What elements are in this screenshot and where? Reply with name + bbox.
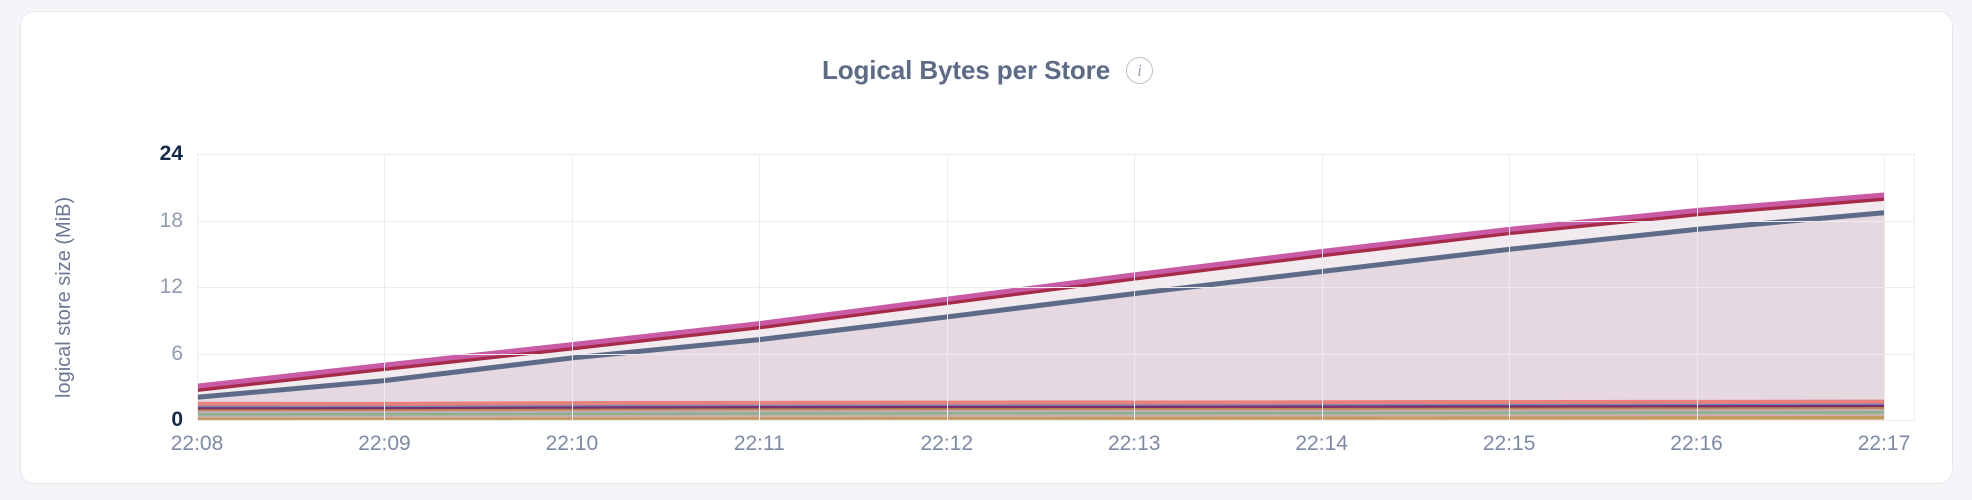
info-circle-icon[interactable]: i — [1126, 57, 1154, 84]
series-line — [197, 399, 1885, 406]
gridline-vertical — [1884, 154, 1885, 420]
gridline-horizontal — [197, 287, 1915, 288]
chart-header: Logical Bytes per Store i — [21, 55, 1954, 86]
x-axis-tick-label: 22:09 — [358, 432, 411, 455]
area-band — [197, 212, 1884, 404]
x-axis-tick-label: 22:10 — [545, 432, 599, 455]
series-line — [197, 403, 1885, 410]
stacked-area-series — [197, 192, 1885, 420]
gridline-vertical — [1321, 154, 1323, 420]
area-band — [197, 198, 1884, 398]
chart-card: Logical Bytes per Store i logical store … — [20, 11, 1953, 484]
series-line — [197, 415, 1885, 420]
series-line — [197, 407, 1885, 414]
gridline-vertical — [1696, 154, 1698, 420]
page-title: Logical Bytes per Store — [821, 55, 1111, 85]
x-axis-tick-label: 22:16 — [1670, 432, 1723, 455]
y-axis-tick-label: 24 — [159, 142, 183, 165]
y-axis-tick-label: 12 — [159, 275, 183, 298]
gridline-vertical — [1914, 154, 1915, 420]
series-line — [197, 409, 1885, 416]
x-axis-tick-label: 22:11 — [733, 432, 785, 455]
y-axis-tick-label: 18 — [159, 208, 183, 232]
x-axis-tick-label: 22:08 — [170, 432, 224, 455]
gridline-vertical — [197, 154, 198, 420]
x-axis-tick-label: 22:12 — [920, 432, 974, 455]
gridline-horizontal — [197, 154, 1915, 155]
gridline-vertical — [759, 154, 761, 420]
gridline-vertical — [571, 154, 573, 420]
gridline-vertical — [946, 154, 948, 420]
y-axis-ticks: 0 6 12 18 24 — [61, 142, 183, 431]
x-axis-tick-label: 22:17 — [1857, 432, 1911, 455]
gridline-horizontal — [197, 220, 1915, 222]
series-line — [197, 195, 1885, 393]
gridline-vertical — [1509, 154, 1511, 420]
plot-area — [197, 154, 1915, 421]
x-axis-tick-label: 22:14 — [1295, 432, 1348, 455]
x-axis-tick-label: 22:13 — [1107, 432, 1161, 455]
y-axis-tick-label: 6 — [171, 341, 183, 365]
gridline-vertical — [384, 154, 386, 420]
y-axis-tick-label: 0 — [171, 408, 183, 431]
series-line — [197, 210, 1885, 400]
series-line — [197, 412, 1885, 418]
gridline-horizontal — [197, 420, 1915, 421]
gridline-horizontal — [197, 353, 1915, 355]
gridline-vertical — [1134, 154, 1136, 420]
x-axis-tick-label: 22:15 — [1482, 432, 1536, 455]
